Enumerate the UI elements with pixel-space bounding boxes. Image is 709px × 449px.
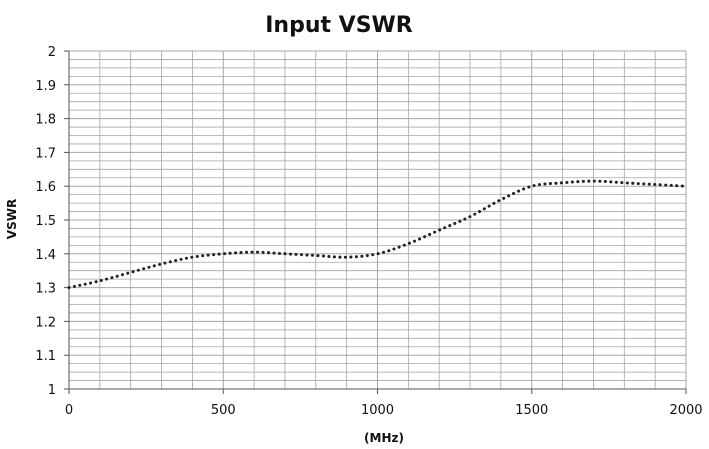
y-tick-label: 1.1 [35, 349, 56, 364]
x-tick-labels: 0 500 1000 1500 2000 [65, 403, 703, 418]
x-axis-label: (MHz) [364, 431, 404, 445]
x-tick-label: 1000 [361, 403, 394, 418]
y-tick-label: 1.8 [35, 113, 56, 128]
x-tick-label: 0 [65, 403, 73, 418]
x-tick-label: 1500 [515, 403, 548, 418]
y-tick-label: 2 [48, 45, 56, 60]
x-tick-label: 2000 [669, 403, 702, 418]
y-tick-label: 1.7 [35, 146, 56, 161]
y-tick-label: 1.3 [35, 282, 56, 297]
y-axis-label: VSWR [5, 199, 19, 239]
y-tick-label: 1.5 [35, 214, 56, 229]
y-tick-label: 1.4 [35, 248, 56, 263]
y-tick-label: 1.6 [35, 180, 56, 195]
y-tick-labels: 1 1.1 1.2 1.3 1.4 1.5 1.6 1.7 1.8 1.9 2 [35, 45, 56, 398]
x-tick-label: 500 [211, 403, 236, 418]
y-tick-label: 1.9 [35, 79, 56, 94]
y-tick-label: 1.2 [35, 315, 56, 330]
grid [68, 50, 687, 390]
series [67, 179, 688, 290]
y-tick-label: 1 [48, 383, 56, 398]
series-line [67, 179, 688, 290]
axes [64, 50, 687, 394]
chart-title: Input VSWR [265, 13, 413, 38]
